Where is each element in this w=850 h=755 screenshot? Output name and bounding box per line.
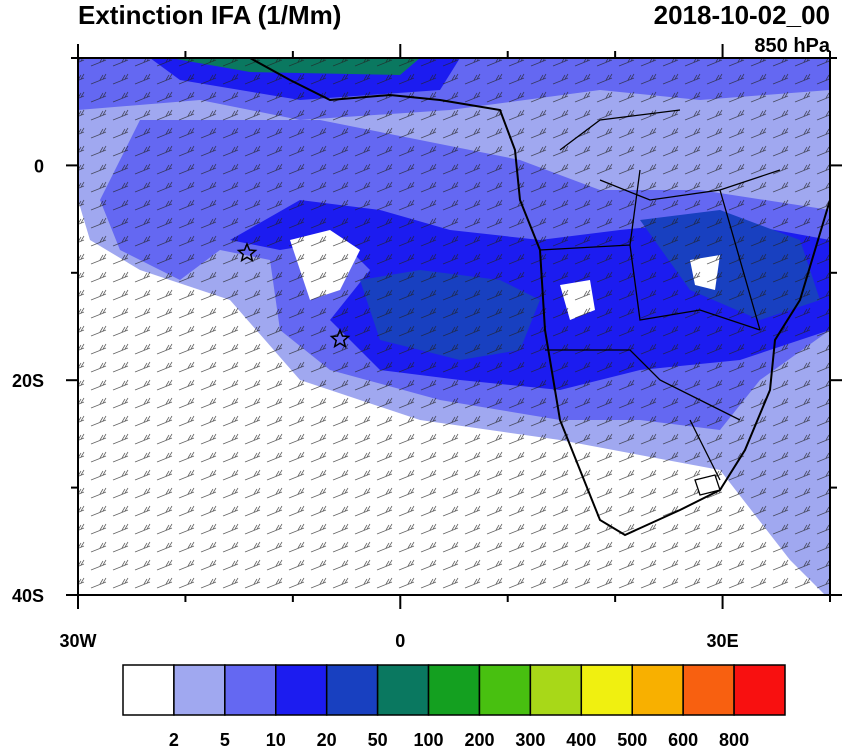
date: 2018-10-02_00	[654, 0, 830, 30]
colorbar-label: 2	[169, 730, 179, 750]
colorbar-label: 800	[719, 730, 749, 750]
colorbar-swatch	[325, 664, 379, 716]
colorbar-label: 5	[220, 730, 230, 750]
colorbar: 2 5 10 20 50 100 200 300 400 500 600 800	[122, 664, 786, 750]
axes: 30W 0 30E 0 20S 40S	[12, 44, 842, 651]
map-frame	[77, 57, 831, 596]
colorbar-swatch	[580, 664, 633, 716]
colorbar-label: 100	[414, 730, 444, 750]
colorbar-swatch	[733, 664, 786, 716]
colorbar-swatch	[173, 664, 226, 716]
colorbar-label: 50	[368, 730, 388, 750]
y-tick-label: 20S	[12, 371, 44, 391]
colorbar-label: 400	[566, 730, 596, 750]
colorbar-swatch	[224, 664, 277, 716]
x-tick-label: 30W	[59, 631, 96, 651]
y-tick-label: 0	[34, 156, 44, 176]
map-field	[78, 58, 830, 595]
colorbar-swatch	[376, 664, 430, 716]
title: Extinction IFA (1/Mm)	[78, 0, 341, 30]
colorbar-label: 10	[266, 730, 286, 750]
colorbar-swatch	[275, 664, 328, 716]
level: 850 hPa	[754, 35, 830, 57]
colorbar-swatch	[631, 664, 684, 716]
colorbar-swatch	[682, 664, 735, 716]
colorbar-swatch	[529, 664, 583, 716]
colorbar-label: 20	[317, 730, 337, 750]
x-tick-label: 0	[395, 631, 405, 651]
y-tick-label: 40S	[12, 586, 44, 606]
colorbar-label: 200	[464, 730, 494, 750]
x-tick-label: 30E	[707, 631, 739, 651]
colorbar-swatch	[478, 664, 532, 716]
colorbar-label: 600	[668, 730, 698, 750]
colorbar-label: 300	[515, 730, 545, 750]
colorbar-swatch	[122, 664, 175, 716]
colorbar-swatch	[427, 664, 481, 716]
colorbar-label: 500	[617, 730, 647, 750]
